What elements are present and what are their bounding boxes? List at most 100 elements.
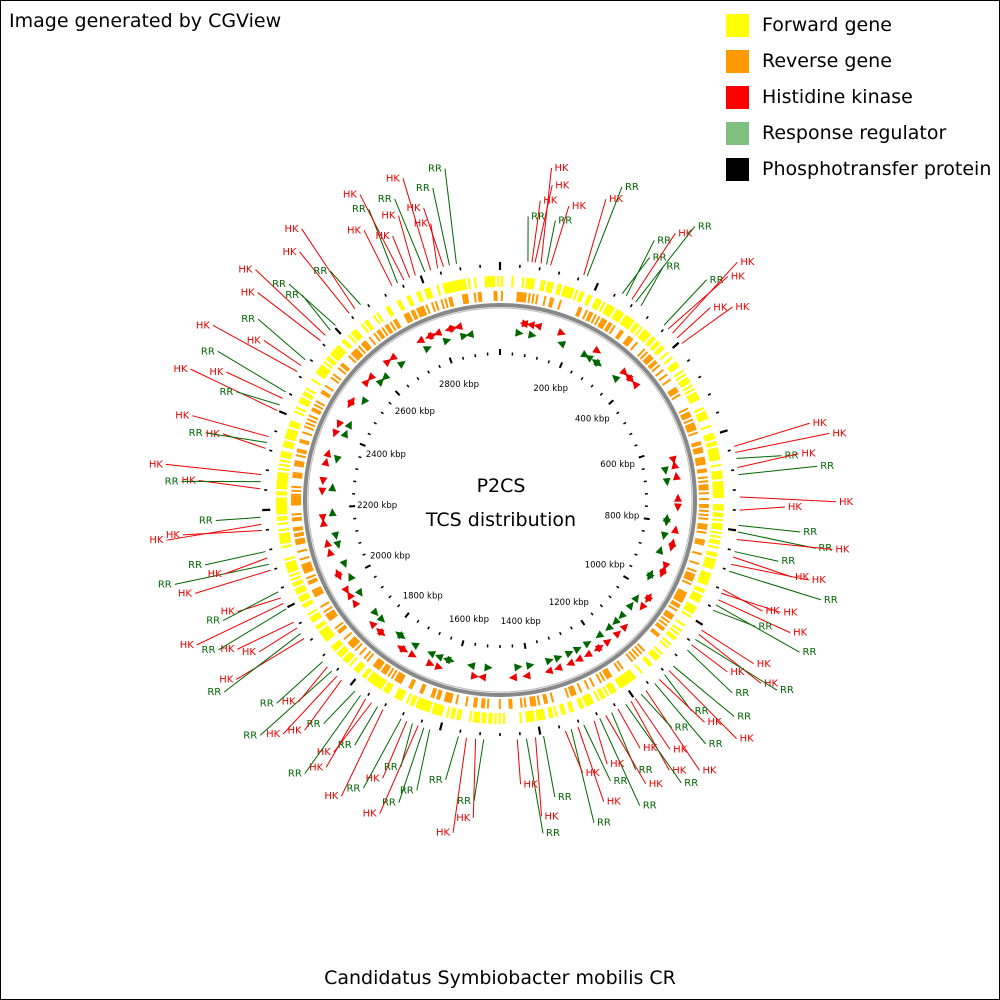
- forward-gene-mark: [285, 432, 297, 438]
- reverse-gene-mark: [337, 367, 347, 375]
- reverse-gene-mark: [645, 356, 654, 366]
- forward-gene-mark: [280, 454, 292, 460]
- inner-tick: [394, 390, 401, 397]
- hk-label: HK: [740, 257, 755, 268]
- inner-tick: [373, 575, 377, 579]
- forward-gene-mark: [282, 442, 295, 448]
- forward-gene-mark: [458, 709, 463, 721]
- legend-item: Reverse gene: [726, 43, 991, 79]
- hk-label: HK: [555, 180, 570, 191]
- reverse-gene-mark: [312, 587, 323, 594]
- hk-callout-line: [472, 738, 477, 818]
- outer-tick: [274, 567, 278, 570]
- reverse-gene-mark: [691, 442, 702, 448]
- outer-tick: [438, 722, 444, 731]
- forward-gene-mark: [557, 284, 563, 296]
- forward-gene-mark: [694, 585, 706, 592]
- inner-tick: [580, 619, 586, 626]
- outer-tick: [269, 548, 273, 551]
- reverse-gene-mark: [576, 307, 583, 318]
- forward-gene-mark: [375, 677, 384, 688]
- forward-gene-mark: [333, 642, 344, 652]
- reverse-gene-mark: [689, 559, 700, 565]
- inner-tick: [616, 411, 620, 415]
- reverse-gene-mark: [698, 486, 709, 489]
- inner-tick: [547, 636, 551, 640]
- legend-label: Phosphotransfer protein: [762, 158, 992, 180]
- inner-tick: [638, 454, 645, 459]
- hk-label: HK: [555, 163, 570, 174]
- hk-label: HK: [678, 228, 693, 239]
- reverse-gene-mark: [677, 588, 688, 595]
- hk-marker: [352, 599, 361, 609]
- hk-label: HK: [166, 530, 181, 541]
- outer-tick: [351, 315, 355, 320]
- hk-label: HK: [208, 569, 223, 580]
- hk-label: HK: [209, 367, 224, 378]
- hk-callout-line: [732, 556, 793, 578]
- inner-tick: [590, 612, 594, 616]
- forward-gene-mark: [386, 683, 394, 695]
- hk-callout-line: [658, 679, 705, 723]
- hk-marker: [389, 352, 398, 361]
- inner-tick: [641, 468, 645, 471]
- reverse-gene-mark: [301, 561, 312, 567]
- reverse-gene-mark: [334, 621, 344, 630]
- reverse-gene-mark: [680, 413, 691, 419]
- hk-label: HK: [366, 773, 381, 784]
- forward-gene-mark: [320, 626, 331, 636]
- reverse-gene-mark: [294, 533, 305, 538]
- forward-gene-mark: [276, 517, 288, 522]
- forward-gene-mark: [309, 611, 320, 620]
- forward-gene-mark: [339, 648, 349, 658]
- legend-label: Response regulator: [762, 122, 947, 144]
- forward-gene-mark: [566, 287, 573, 299]
- hk-marker: [612, 630, 622, 639]
- reverse-gene-mark: [449, 693, 454, 704]
- hk-marker: [332, 428, 341, 438]
- reverse-gene-mark: [676, 589, 687, 597]
- reverse-gene-mark: [354, 348, 364, 357]
- forward-gene-mark: [366, 671, 376, 682]
- forward-gene-mark: [598, 301, 606, 313]
- rr-marker: [515, 328, 524, 337]
- forward-gene-mark: [699, 571, 711, 578]
- reverse-gene-mark: [684, 572, 695, 579]
- reverse-gene-mark: [328, 613, 338, 622]
- rr-marker: [662, 477, 671, 487]
- rr-callout-line: [625, 240, 655, 297]
- reverse-gene-mark: [299, 440, 310, 446]
- reverse-gene-mark: [625, 653, 634, 663]
- hk-marker: [367, 372, 377, 381]
- reverse-gene-mark: [673, 594, 684, 602]
- rr-marker: [442, 337, 452, 346]
- hk-marker: [583, 649, 593, 657]
- forward-gene-mark: [564, 286, 571, 298]
- hk-marker: [508, 673, 518, 682]
- forward-gene-mark: [439, 705, 445, 717]
- rr-label: RR: [429, 775, 443, 786]
- forward-gene-mark: [406, 295, 413, 307]
- forward-gene-mark: [531, 710, 535, 722]
- outer-tick: [627, 689, 635, 698]
- forward-gene-mark: [687, 393, 699, 401]
- rr-callout-line: [398, 727, 425, 803]
- outer-tick: [719, 429, 728, 434]
- backbone-inner-ring: [307, 307, 693, 693]
- rr-label: RR: [625, 182, 639, 193]
- rr-label: RR: [684, 778, 698, 789]
- hk-callout-line: [534, 185, 553, 263]
- forward-gene-mark: [408, 294, 415, 306]
- forward-gene-mark: [641, 657, 651, 667]
- reverse-gene-mark: [698, 480, 709, 484]
- forward-gene-mark: [675, 618, 686, 627]
- forward-gene-mark: [649, 340, 659, 350]
- hk-marker: [522, 671, 531, 680]
- legend-label: Reverse gene: [762, 50, 892, 72]
- forward-gene-mark: [621, 673, 630, 685]
- forward-gene-mark: [711, 476, 723, 480]
- rr-marker: [661, 531, 669, 540]
- forward-gene-mark: [355, 662, 364, 673]
- forward-gene-mark: [547, 281, 552, 293]
